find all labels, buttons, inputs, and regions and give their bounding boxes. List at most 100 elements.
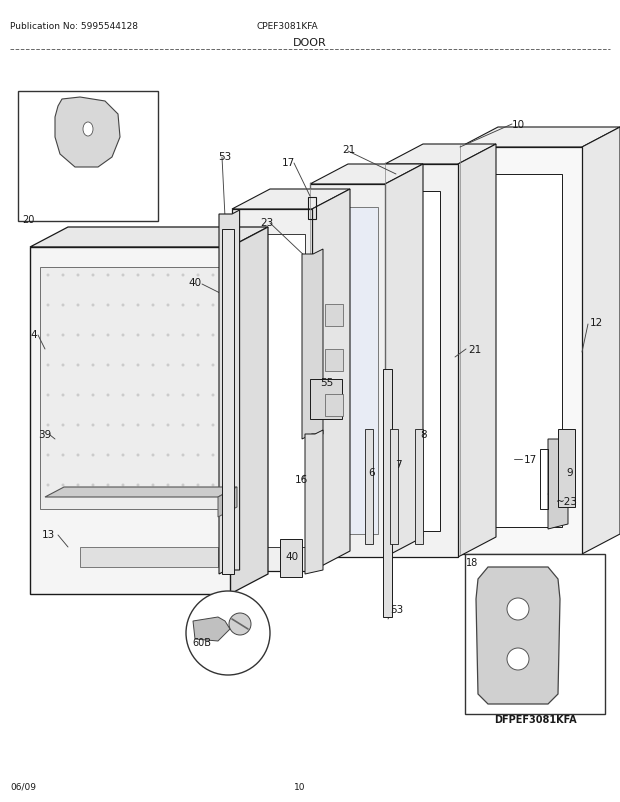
Circle shape xyxy=(92,394,94,397)
Text: 10: 10 xyxy=(294,782,306,791)
Circle shape xyxy=(46,364,50,367)
Polygon shape xyxy=(480,175,562,528)
Polygon shape xyxy=(385,164,423,557)
Circle shape xyxy=(167,274,169,277)
Ellipse shape xyxy=(83,123,93,137)
Circle shape xyxy=(186,591,270,675)
Circle shape xyxy=(167,364,169,367)
Circle shape xyxy=(136,394,140,397)
Circle shape xyxy=(76,394,79,397)
Circle shape xyxy=(76,304,79,307)
Polygon shape xyxy=(80,547,218,567)
Polygon shape xyxy=(302,249,323,439)
Circle shape xyxy=(122,484,125,487)
Ellipse shape xyxy=(229,614,251,635)
Circle shape xyxy=(197,364,200,367)
Circle shape xyxy=(107,274,110,277)
Text: 20: 20 xyxy=(22,215,34,225)
Circle shape xyxy=(122,454,125,457)
Polygon shape xyxy=(400,192,440,532)
Polygon shape xyxy=(30,228,268,248)
Circle shape xyxy=(61,454,64,457)
Text: 16: 16 xyxy=(295,475,308,484)
Circle shape xyxy=(167,454,169,457)
Text: 10: 10 xyxy=(512,119,525,130)
Circle shape xyxy=(46,304,50,307)
Text: CPEF3081KFA: CPEF3081KFA xyxy=(257,22,319,31)
Circle shape xyxy=(76,454,79,457)
Polygon shape xyxy=(460,148,582,554)
Polygon shape xyxy=(45,488,237,497)
Circle shape xyxy=(182,394,185,397)
Circle shape xyxy=(211,484,215,487)
Text: 4: 4 xyxy=(30,330,37,339)
Text: 39: 39 xyxy=(38,429,51,439)
Circle shape xyxy=(46,424,50,427)
Polygon shape xyxy=(383,370,392,618)
Circle shape xyxy=(107,304,110,307)
Polygon shape xyxy=(582,128,620,554)
Polygon shape xyxy=(458,145,496,557)
Polygon shape xyxy=(548,435,568,529)
Circle shape xyxy=(211,394,215,397)
Circle shape xyxy=(151,484,154,487)
Circle shape xyxy=(107,334,110,337)
Circle shape xyxy=(61,394,64,397)
Circle shape xyxy=(92,304,94,307)
Circle shape xyxy=(182,484,185,487)
Circle shape xyxy=(136,274,140,277)
Polygon shape xyxy=(222,229,234,574)
Circle shape xyxy=(61,484,64,487)
Polygon shape xyxy=(280,539,302,577)
Text: Publication No: 5995544128: Publication No: 5995544128 xyxy=(10,22,138,31)
Circle shape xyxy=(167,334,169,337)
Circle shape xyxy=(107,454,110,457)
Text: 6: 6 xyxy=(368,468,374,477)
Polygon shape xyxy=(390,429,398,545)
Text: 40: 40 xyxy=(188,277,201,288)
Polygon shape xyxy=(325,305,343,326)
Circle shape xyxy=(46,334,50,337)
Circle shape xyxy=(182,424,185,427)
Circle shape xyxy=(151,424,154,427)
Circle shape xyxy=(136,454,140,457)
Text: 53: 53 xyxy=(218,152,231,162)
Text: 40: 40 xyxy=(285,551,298,561)
Text: DFPEF3081KFA: DFPEF3081KFA xyxy=(494,714,577,724)
Text: 9: 9 xyxy=(566,468,573,477)
Circle shape xyxy=(136,364,140,367)
Text: 12: 12 xyxy=(590,318,603,327)
Circle shape xyxy=(211,334,215,337)
Circle shape xyxy=(92,424,94,427)
Circle shape xyxy=(197,484,200,487)
Polygon shape xyxy=(476,567,560,704)
Text: ~23: ~23 xyxy=(556,496,578,506)
Polygon shape xyxy=(230,228,268,594)
Circle shape xyxy=(122,394,125,397)
Circle shape xyxy=(122,364,125,367)
Text: 13: 13 xyxy=(42,529,55,539)
Circle shape xyxy=(46,484,50,487)
Polygon shape xyxy=(310,379,342,419)
Ellipse shape xyxy=(507,598,529,620)
Circle shape xyxy=(61,274,64,277)
Circle shape xyxy=(92,334,94,337)
Circle shape xyxy=(182,334,185,337)
Circle shape xyxy=(122,334,125,337)
Circle shape xyxy=(151,394,154,397)
Circle shape xyxy=(182,304,185,307)
Circle shape xyxy=(136,334,140,337)
Text: 21: 21 xyxy=(342,145,355,155)
Text: DOOR: DOOR xyxy=(293,38,327,48)
Circle shape xyxy=(107,394,110,397)
Circle shape xyxy=(107,484,110,487)
Polygon shape xyxy=(310,164,423,184)
Circle shape xyxy=(211,364,215,367)
Circle shape xyxy=(61,364,64,367)
Ellipse shape xyxy=(507,648,529,670)
Polygon shape xyxy=(465,554,605,714)
Circle shape xyxy=(211,424,215,427)
Polygon shape xyxy=(55,98,120,168)
Polygon shape xyxy=(193,618,230,642)
Circle shape xyxy=(151,454,154,457)
